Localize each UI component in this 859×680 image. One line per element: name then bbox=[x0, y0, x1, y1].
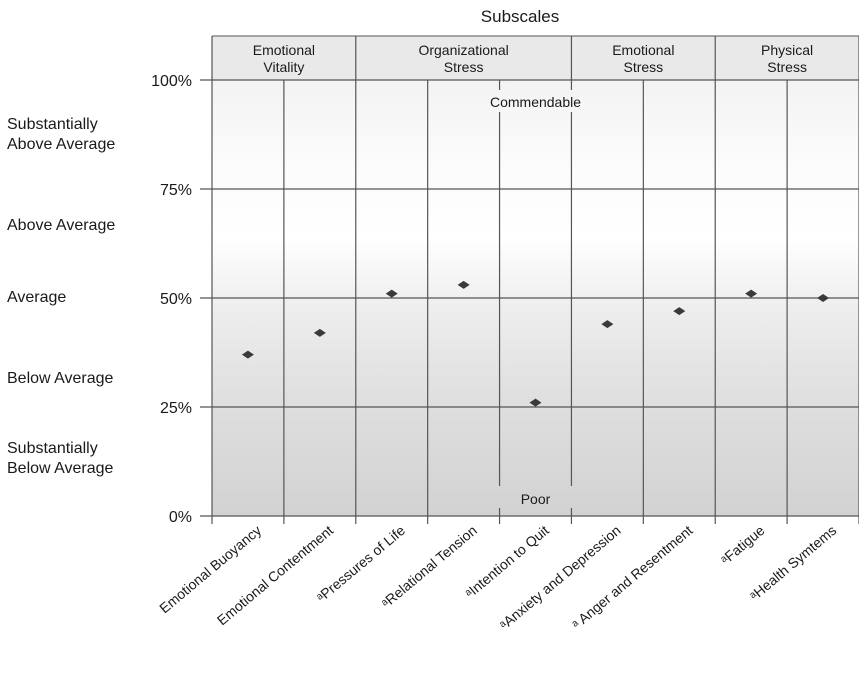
data-point bbox=[529, 398, 542, 407]
group-header-layer: Emotional Vitality Organizational Stress Emo… bbox=[212, 35, 859, 80]
y-tick-label: 0% bbox=[169, 509, 192, 526]
x-tick-label: ᵃAnxiety and Depression bbox=[496, 522, 624, 633]
data-point-layer bbox=[241, 280, 830, 407]
band-label: Above Average bbox=[7, 217, 116, 235]
band-label: Substantially Below Average bbox=[7, 440, 114, 478]
y-tick-label: 50% bbox=[160, 291, 192, 308]
band-label: Average bbox=[7, 289, 67, 306]
band-label: Substantially Above Average bbox=[7, 115, 116, 153]
data-point bbox=[241, 350, 254, 359]
data-point bbox=[745, 289, 758, 298]
annotation-poor: Poor bbox=[521, 491, 551, 507]
y-tick-label: 25% bbox=[160, 400, 192, 417]
data-point bbox=[673, 307, 686, 316]
x-tick-label: ᵃ Anger and Resentment bbox=[569, 522, 696, 632]
data-point bbox=[457, 280, 470, 289]
group-header-label: Emotional Vitality bbox=[253, 42, 315, 75]
data-point bbox=[817, 294, 830, 302]
annotation-commendable: Commendable bbox=[490, 94, 581, 110]
group-header-label: Organizational Stress bbox=[418, 42, 508, 75]
data-point bbox=[601, 320, 614, 329]
group-header-band bbox=[212, 36, 859, 80]
y-tick-label: 75% bbox=[160, 182, 192, 199]
data-point bbox=[385, 289, 398, 298]
y-tick-label: 100% bbox=[151, 73, 192, 90]
band-label: Below Average bbox=[7, 369, 114, 387]
group-header-label: Emotional Stress bbox=[612, 42, 674, 75]
group-header-label: Physical Stress bbox=[761, 42, 813, 75]
data-point bbox=[313, 328, 326, 337]
x-tick-label: Emotional Contentment bbox=[214, 522, 336, 628]
chart-title: Subscales bbox=[481, 7, 559, 26]
annotation-layer: Commendable Poor bbox=[490, 94, 581, 507]
grid-layer bbox=[200, 36, 859, 524]
x-tick-label: ᵃFatigue bbox=[717, 522, 767, 568]
